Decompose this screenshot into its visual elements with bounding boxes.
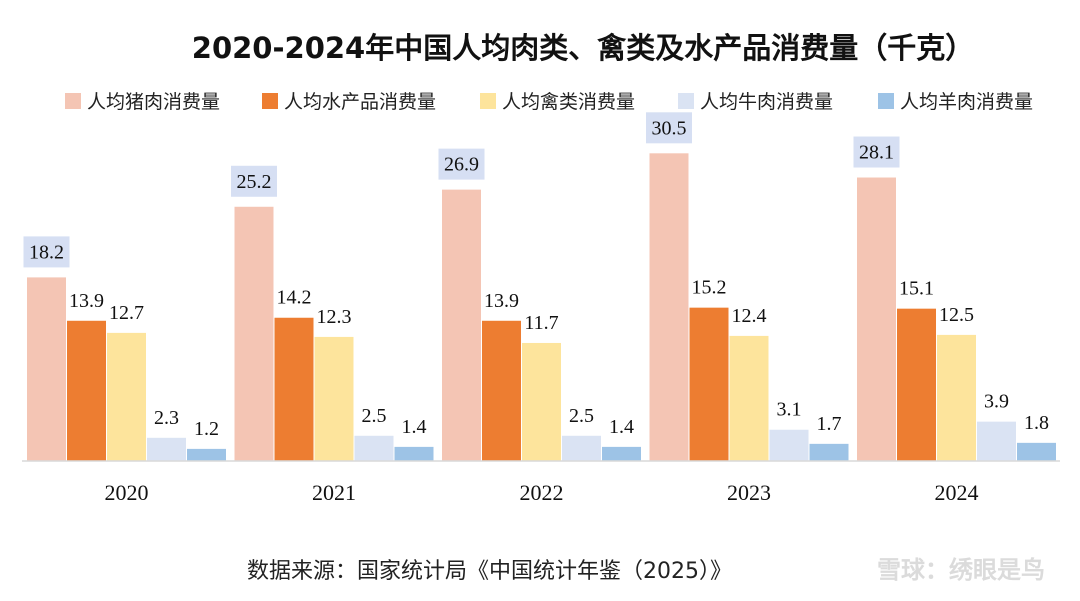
bar-2020-series-1 bbox=[67, 320, 106, 461]
bar-2023-series-2 bbox=[729, 335, 769, 461]
value-label-bg-2021 bbox=[231, 165, 277, 197]
bar-2022-series-3 bbox=[562, 435, 601, 461]
value-label-2020-series-4: 1.2 bbox=[194, 418, 219, 440]
bar-2022-series-1 bbox=[482, 320, 521, 461]
legend: 人均猪肉消费量 人均水产品消费量 人均禽类消费量 人均牛肉消费量 人均羊肉消费量 bbox=[65, 91, 1033, 113]
legend-swatch-3 bbox=[678, 93, 694, 109]
value-label-2022-series-4: 1.4 bbox=[609, 416, 634, 438]
value-label-2020-series-2: 12.7 bbox=[109, 302, 144, 324]
value-label-2021-series-3: 2.5 bbox=[362, 405, 387, 427]
legend-swatch-0 bbox=[65, 93, 81, 109]
value-label-2021-series-1: 14.2 bbox=[277, 287, 312, 309]
legend-label-1: 人均水产品消费量 bbox=[284, 91, 436, 113]
bar-2020-series-2 bbox=[107, 332, 146, 461]
bar-2024-series-4 bbox=[1017, 442, 1056, 461]
bar-group bbox=[27, 153, 1056, 462]
value-label-2021-series-4: 1.4 bbox=[402, 416, 427, 438]
x-tick-label-2021: 2021 bbox=[312, 480, 356, 505]
bar-2021-series-0 bbox=[234, 206, 274, 461]
value-label-2023-series-0: 30.5 bbox=[652, 117, 687, 139]
value-label-2024-series-1: 15.1 bbox=[899, 278, 934, 300]
value-label-2022-series-2: 11.7 bbox=[524, 312, 558, 334]
bar-2023-series-1 bbox=[689, 307, 729, 461]
bar-2022-series-4 bbox=[602, 446, 641, 461]
value-label-bg-2024 bbox=[853, 136, 900, 168]
legend-label-0: 人均猪肉消费量 bbox=[87, 91, 220, 113]
value-label-bg-2022 bbox=[438, 148, 485, 180]
chart-title: 2020-2024年中国人均肉类、禽类及水产品消费量（千克） bbox=[192, 31, 974, 65]
legend-label-4: 人均羊肉消费量 bbox=[900, 91, 1033, 113]
bar-2022-series-2 bbox=[522, 342, 561, 461]
legend-label-2: 人均禽类消费量 bbox=[502, 91, 635, 113]
value-label-bg-2023 bbox=[646, 112, 692, 144]
x-tick-label-2024: 2024 bbox=[935, 480, 979, 505]
bar-2021-series-3 bbox=[354, 435, 394, 461]
value-label-2023-series-1: 15.2 bbox=[692, 277, 727, 299]
x-tick-group: 2020 2021 2022 2023 2024 bbox=[105, 480, 979, 505]
bar-2023-series-4 bbox=[809, 443, 849, 461]
bar-2020-series-3 bbox=[147, 437, 186, 461]
bar-2021-series-2 bbox=[314, 336, 354, 461]
bar-2024-series-2 bbox=[937, 334, 976, 461]
value-label-2020-series-0: 18.2 bbox=[29, 241, 64, 263]
value-label-2020-series-1: 13.9 bbox=[69, 290, 104, 312]
value-label-2021-series-0: 25.2 bbox=[237, 171, 272, 193]
value-label-2024-series-0: 28.1 bbox=[859, 142, 894, 164]
bar-2023-series-3 bbox=[769, 429, 809, 461]
bar-2021-series-4 bbox=[394, 446, 434, 461]
bar-2023-series-0 bbox=[649, 153, 689, 461]
bar-2020-series-4 bbox=[187, 448, 226, 461]
value-label-2023-series-3: 3.1 bbox=[777, 399, 802, 421]
bar-2020-series-0 bbox=[27, 277, 66, 461]
source-note: 数据来源：国家统计局《中国统计年鉴（2025）》 bbox=[247, 559, 732, 584]
x-tick-label-2023: 2023 bbox=[727, 480, 771, 505]
value-label-2020-series-3: 2.3 bbox=[154, 407, 179, 429]
value-label-2022-series-3: 2.5 bbox=[569, 405, 594, 427]
value-label-2024-series-2: 12.5 bbox=[939, 304, 974, 326]
bar-2021-series-1 bbox=[274, 317, 314, 461]
value-label-2024-series-4: 1.8 bbox=[1024, 412, 1049, 434]
bar-2024-series-3 bbox=[977, 421, 1016, 461]
value-label-bg-2020 bbox=[23, 236, 70, 268]
legend-swatch-4 bbox=[878, 93, 894, 109]
watermark: 雪球：绣眼是鸟 bbox=[877, 556, 1045, 584]
value-label-2023-series-2: 12.4 bbox=[732, 305, 767, 327]
value-label-2021-series-2: 12.3 bbox=[317, 306, 352, 328]
legend-swatch-1 bbox=[262, 93, 278, 109]
x-tick-label-2022: 2022 bbox=[520, 480, 564, 505]
value-label-2022-series-1: 13.9 bbox=[484, 290, 519, 312]
legend-swatch-2 bbox=[480, 93, 496, 109]
bar-2022-series-0 bbox=[442, 189, 481, 461]
legend-label-3: 人均牛肉消费量 bbox=[700, 91, 833, 113]
bar-2024-series-0 bbox=[857, 177, 896, 462]
value-label-group: 18.213.912.72.31.225.214.212.32.51.426.9… bbox=[23, 112, 1049, 440]
value-label-2022-series-0: 26.9 bbox=[444, 154, 479, 176]
value-label-2024-series-3: 3.9 bbox=[984, 391, 1009, 413]
bar-2024-series-1 bbox=[897, 308, 936, 461]
value-label-2023-series-4: 1.7 bbox=[817, 413, 842, 435]
x-tick-label-2020: 2020 bbox=[105, 480, 149, 505]
